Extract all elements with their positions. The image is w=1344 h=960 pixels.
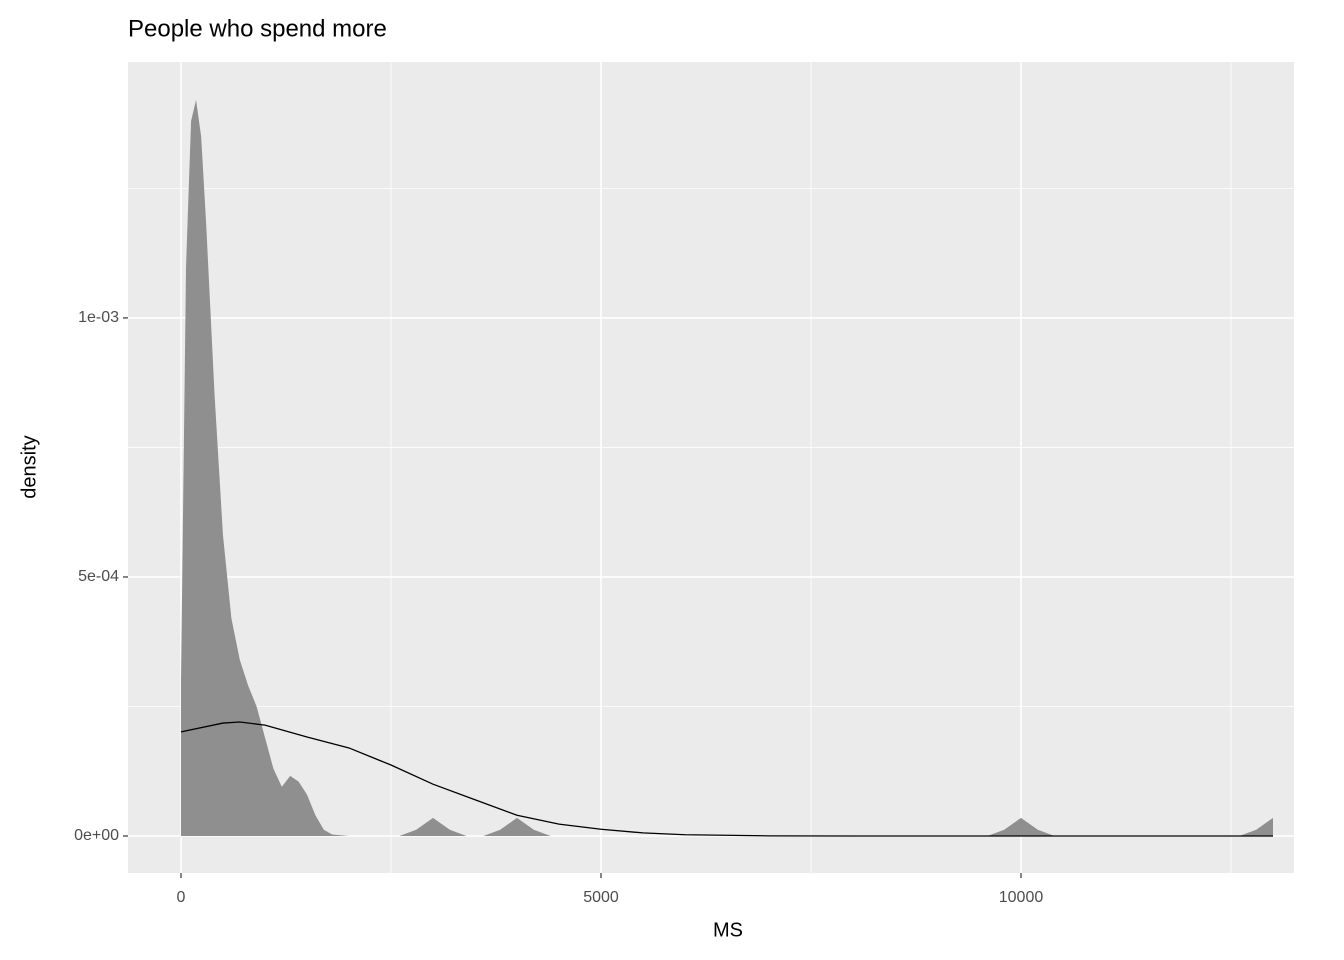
plot-panel bbox=[128, 62, 1294, 873]
chart-title: People who spend more bbox=[128, 15, 387, 42]
y-tick-label: 5e-04 bbox=[78, 568, 119, 585]
x-axis-title: MS bbox=[713, 919, 743, 941]
y-tick-label: 0e+00 bbox=[74, 827, 119, 844]
x-tick-label: 10000 bbox=[999, 889, 1044, 906]
y-tick-label: 1e-03 bbox=[78, 309, 119, 326]
density-line bbox=[180, 721, 1273, 837]
x-tick-label: 5000 bbox=[583, 889, 619, 906]
x-tick-label: 0 bbox=[177, 889, 186, 906]
y-axis-title: density bbox=[18, 435, 40, 498]
